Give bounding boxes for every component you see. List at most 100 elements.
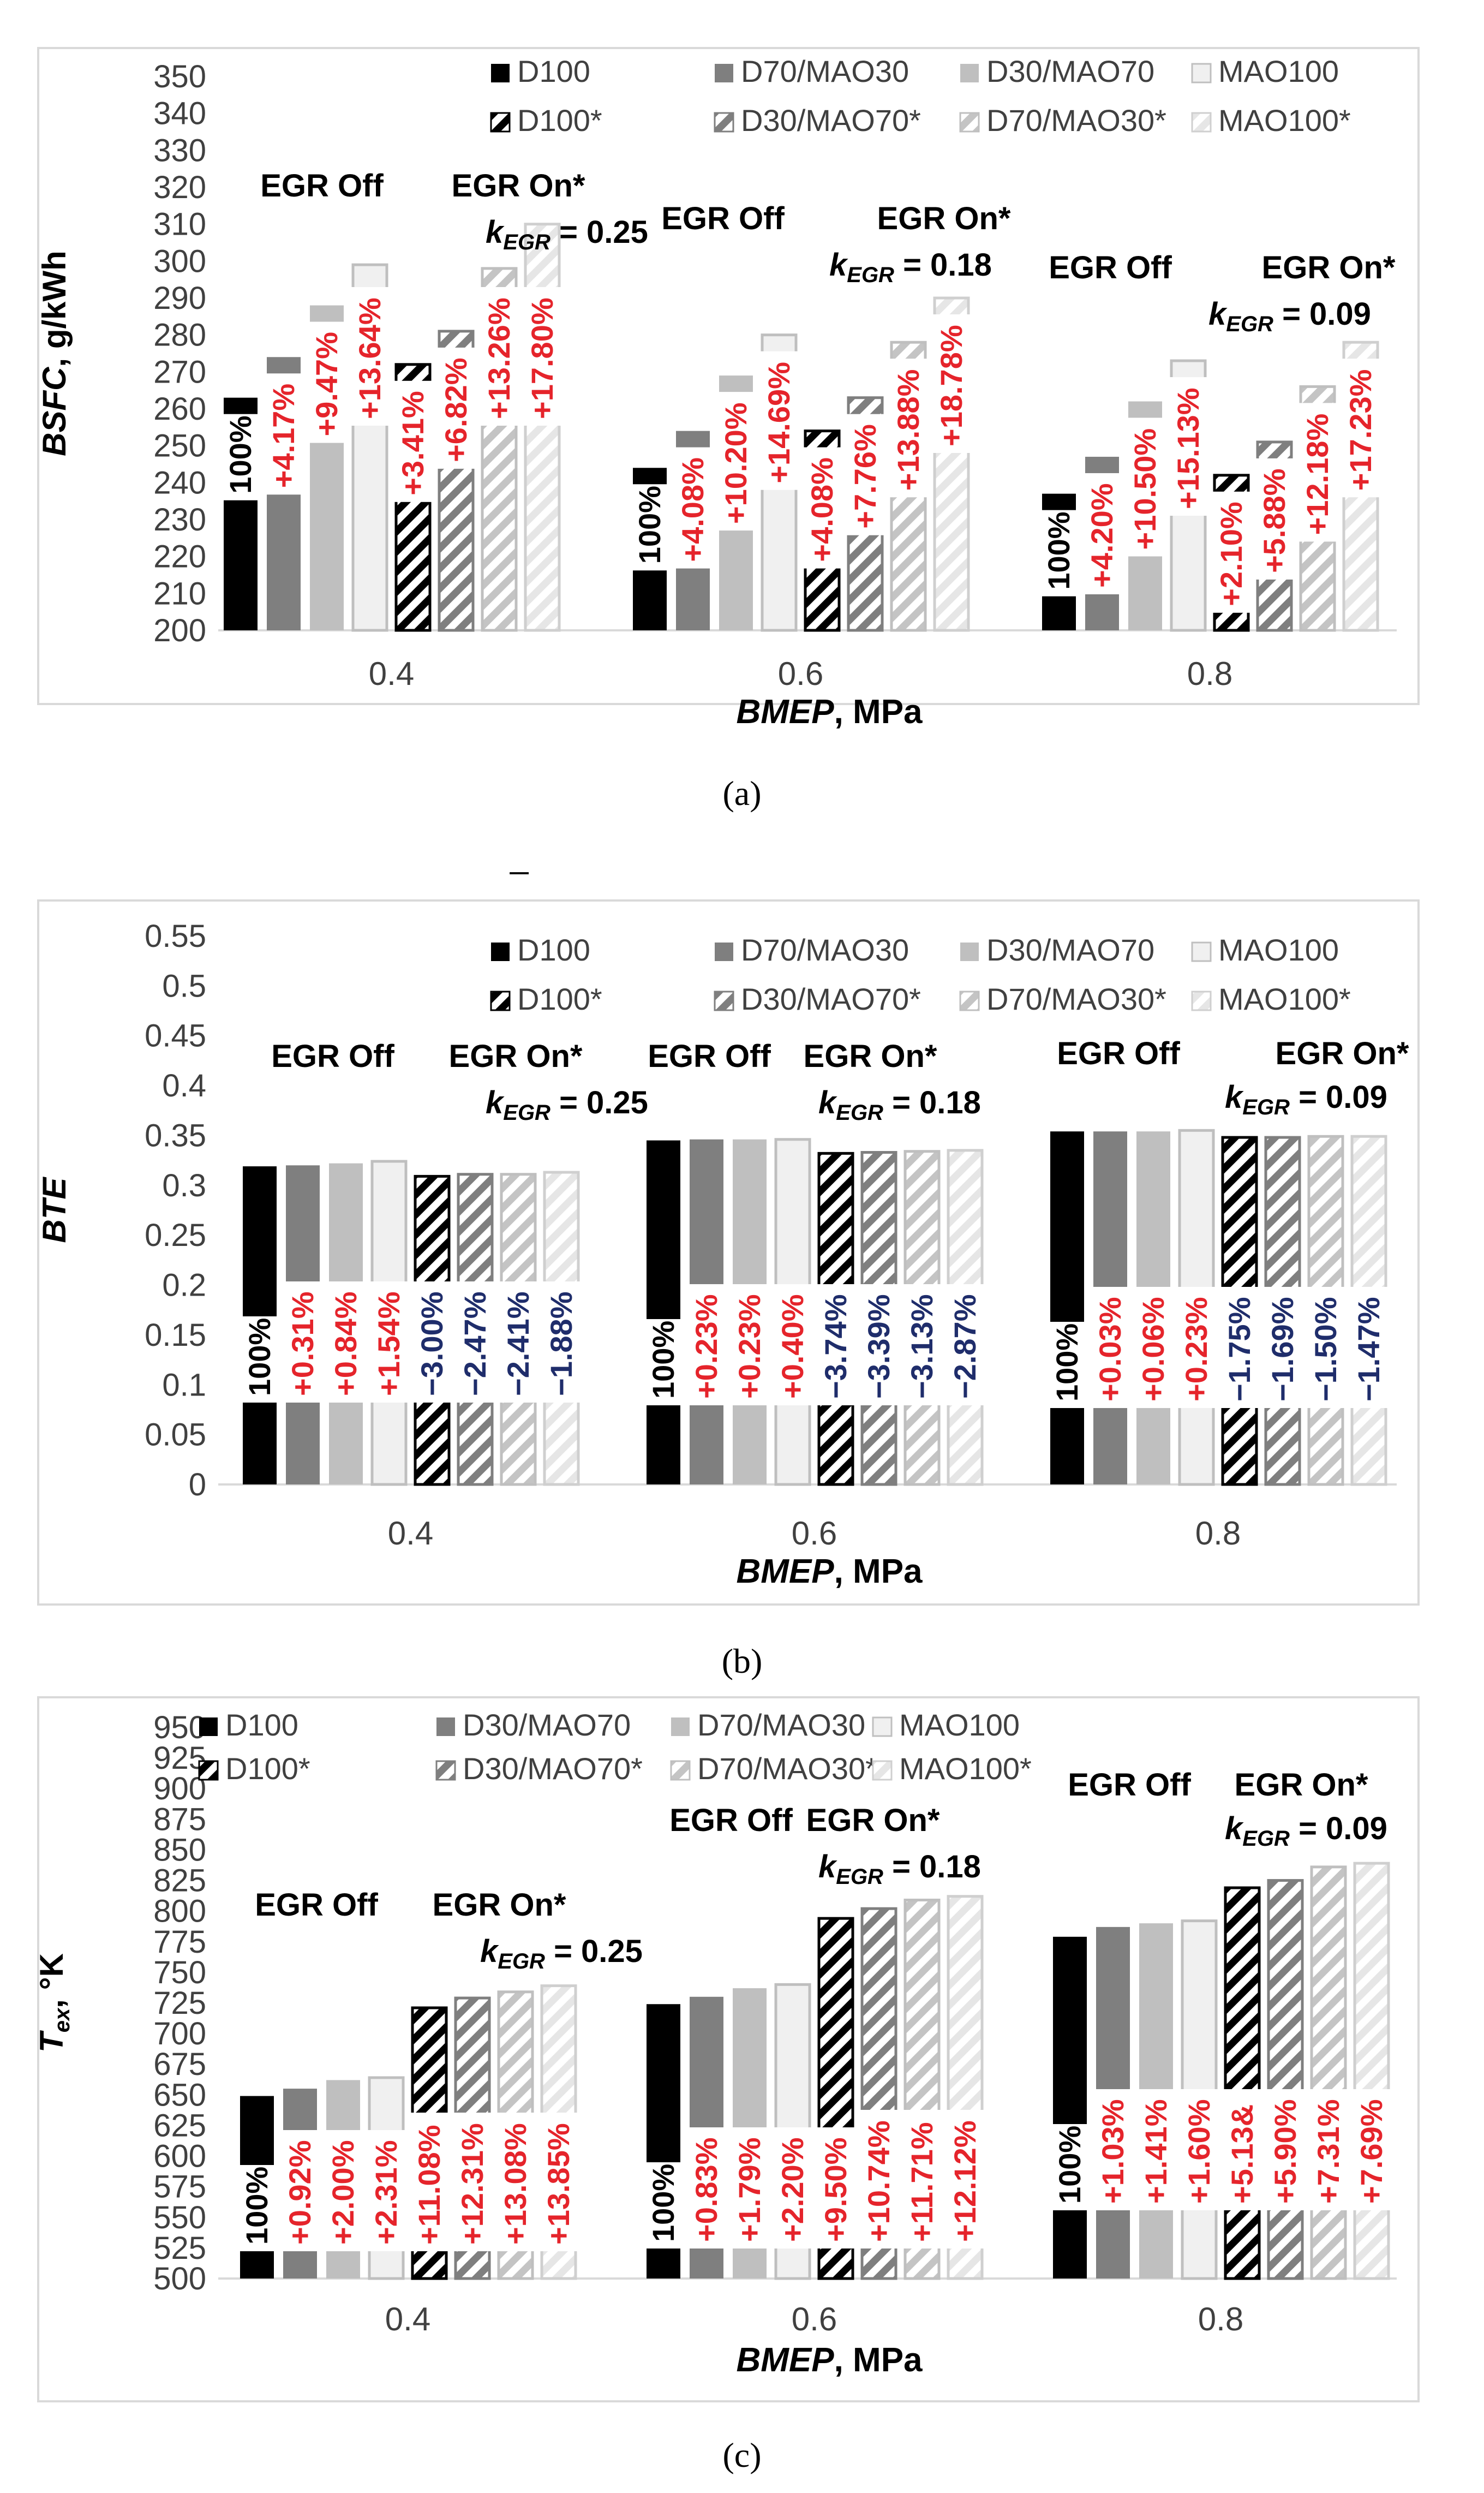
y-tick-label: 240: [153, 465, 206, 500]
data-label: +13.85%: [541, 2123, 576, 2245]
data-label: +18.78%: [934, 325, 968, 446]
k-egr-label: kEGR = 0.09: [1225, 1811, 1387, 1851]
egr-off-label: EGR Off: [669, 1803, 793, 1838]
data-label-bg: [731, 2127, 768, 2249]
data-label: +9.50%: [818, 2138, 853, 2242]
y-tick-label: 320: [153, 170, 206, 205]
data-label: −2.47%: [458, 1292, 492, 1397]
y-tick-label: 825: [153, 1863, 206, 1899]
data-label: 100%: [240, 2167, 274, 2245]
legend-label: D100*: [225, 1751, 310, 1786]
data-label: −2.87%: [948, 1295, 982, 1399]
k-egr-label: kEGR = 0.18: [829, 247, 992, 287]
legend-swatch: [715, 943, 733, 961]
legend-label: MAO100*: [899, 1751, 1032, 1786]
k-egr-label: kEGR = 0.18: [818, 1849, 981, 1889]
data-label: +14.69%: [762, 362, 796, 484]
k-egr-label: kEGR = 0.25: [486, 1085, 648, 1125]
y-tick-label: 330: [153, 133, 206, 168]
data-label-bg: [847, 414, 884, 535]
data-label-bg: [1310, 2089, 1347, 2210]
legend-label: D70/MAO30*: [986, 982, 1166, 1016]
legend-label: D100*: [517, 982, 602, 1016]
data-label: +10.50%: [1128, 428, 1162, 550]
data-label-bg: [947, 1284, 984, 1405]
bar: [1310, 1865, 1347, 2280]
y-tick-label: 220: [153, 539, 206, 575]
y-tick-label: 0.4: [162, 1068, 206, 1104]
data-label-bg: [454, 2113, 491, 2251]
egr-on-label: EGR On*: [806, 1803, 940, 1838]
x-tick-label: 0.8: [1198, 2301, 1243, 2337]
data-label-bg: [817, 2127, 854, 2249]
y-tick-label: 0.35: [145, 1118, 206, 1153]
data-label-bg: [457, 1281, 494, 1403]
data-label-bg: [1092, 1287, 1129, 1408]
egr-on-label: EGR On*: [452, 168, 585, 204]
data-label-bg: [414, 1281, 451, 1403]
data-label: +0.40%: [775, 1295, 810, 1399]
data-label: +0.06%: [1136, 1297, 1170, 1402]
legend-label: D70/MAO30: [741, 54, 909, 88]
y-tick-label: 0.15: [145, 1317, 206, 1353]
legend-label: D30/MAO70: [463, 1708, 631, 1742]
data-label: +17.23%: [1343, 369, 1378, 491]
x-axis-label: BMEP, MPa: [736, 1553, 923, 1590]
data-label: +5.88%: [1257, 468, 1291, 573]
y-tick-label: 280: [153, 318, 206, 353]
egr-off-label: EGR Off: [1068, 1767, 1191, 1803]
data-label-bg: [543, 1281, 580, 1403]
y-tick-label: 0.5: [162, 968, 206, 1004]
chart-panel-b: 0 0.05 0.1 0.15 0.2 0.25 0.3 0.35 0.4 0.45 0.5 0.55…: [36, 899, 1420, 1680]
data-label: +12.12%: [948, 2120, 982, 2242]
y-tick-label: 900: [153, 1771, 206, 1806]
data-label-bg: [1221, 1287, 1258, 1408]
legend-swatch: [959, 112, 980, 133]
data-label: +7.31%: [1311, 2100, 1345, 2204]
x-tick-label: 0.6: [778, 655, 823, 692]
data-label: +2.31%: [369, 2140, 403, 2245]
data-label-bg: [860, 2110, 897, 2249]
y-tick-label: 500: [153, 2261, 206, 2297]
legend-swatch: [198, 1760, 219, 1781]
data-label: +6.82%: [439, 357, 473, 462]
panel-caption: (b): [722, 1642, 763, 1680]
data-label-bg: [325, 2130, 362, 2251]
data-label-bg: [411, 2113, 448, 2251]
legend-swatch: [959, 991, 980, 1011]
y-tick-label: 250: [153, 428, 206, 464]
y-tick-label: 290: [153, 281, 206, 316]
x-tick-label: 0.6: [792, 2301, 837, 2337]
y-tick-label: 200: [153, 613, 206, 648]
data-label-bg: [1256, 458, 1293, 580]
data-label: −3.00%: [415, 1292, 449, 1397]
data-label-bg: [1135, 1287, 1172, 1408]
y-tick-label: 0.55: [145, 919, 206, 954]
legend-swatch: [1191, 112, 1212, 133]
data-label: +11.08%: [412, 2125, 446, 2245]
data-label-bg: [1170, 377, 1207, 516]
legend-label: D100: [517, 54, 590, 88]
legend-label: MAO100: [1218, 54, 1339, 88]
data-label-bg: [890, 359, 927, 498]
data-label-bg: [500, 1281, 537, 1403]
data-label-bg: [1342, 359, 1379, 498]
y-tick-label: 600: [153, 2139, 206, 2174]
data-label-bg: [265, 373, 302, 495]
data-label: 100%: [242, 1318, 277, 1396]
egr-off-label: EGR Off: [260, 168, 384, 204]
egr-off-label: EGR Off: [648, 1039, 771, 1074]
data-label: +2.10%: [1214, 502, 1248, 606]
data-label: +13.88%: [891, 369, 925, 491]
data-label: +4.17%: [266, 384, 301, 488]
data-label: −1.88%: [544, 1292, 578, 1397]
data-label: +12.18%: [1300, 414, 1335, 535]
data-label-bg: [674, 447, 711, 569]
data-label: +0.03%: [1093, 1297, 1127, 1402]
bar: [1267, 1879, 1304, 2280]
y-tick-label: 350: [153, 59, 206, 94]
data-label: +15.13%: [1171, 387, 1205, 509]
data-label-bg: [394, 380, 432, 502]
data-label: +0.23%: [732, 1295, 767, 1399]
